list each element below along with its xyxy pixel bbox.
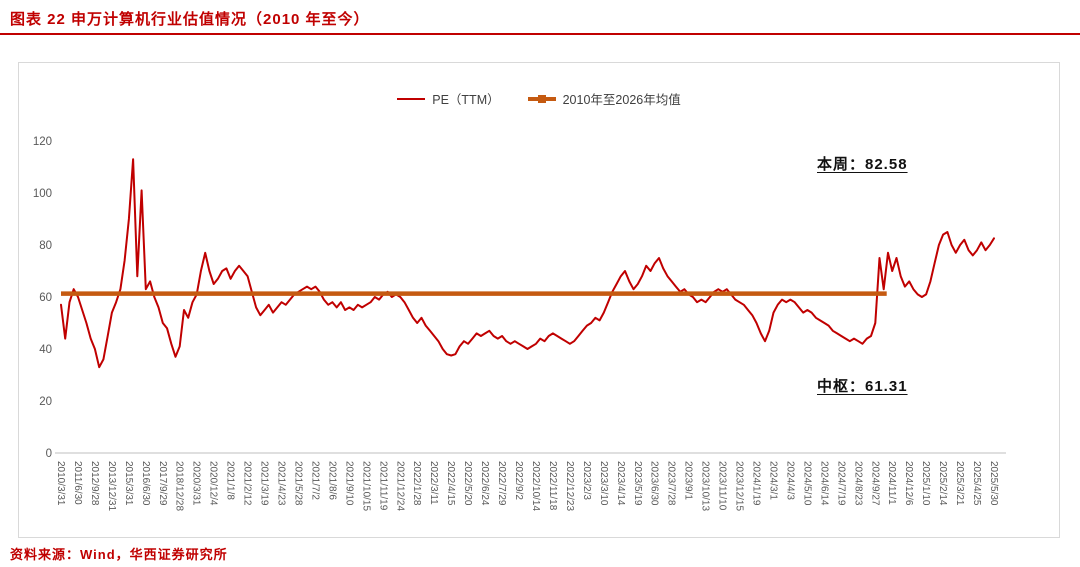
x-axis-tick-label: 2022/7/29: [496, 461, 507, 506]
x-axis-tick-label: 2015/3/31: [123, 461, 134, 506]
y-axis-tick-label: 20: [39, 396, 52, 408]
legend-item-pe: PE（TTM）: [397, 89, 500, 108]
pe-ttm-line: [60, 158, 995, 369]
x-axis-tick-label: 2021/4/23: [276, 461, 287, 506]
x-axis-tick-label: 2024/5/10: [801, 461, 812, 506]
x-axis-tick-label: 2023/6/30: [649, 461, 660, 506]
x-axis-tick-label: 2022/5/20: [462, 461, 473, 506]
x-axis-tick-label: 2024/3/1: [767, 461, 778, 500]
x-axis-tick-label: 2023/3/10: [598, 461, 609, 506]
x-axis-tick-label: 2025/1/10: [920, 461, 931, 506]
x-axis-tick-label: 2012/9/28: [89, 461, 100, 506]
chart-svg: 0 20 40 60 80 100 120 2010/3/31 2011/6/30 2012/9/…: [33, 136, 1006, 511]
x-axis-tick-label: 2021/11/19: [377, 461, 388, 511]
x-axis-tick-label: 2021/1/8: [225, 461, 236, 500]
x-axis-tick-label: 2020/3/31: [191, 461, 202, 506]
x-axis-tick-label: 2022/3/11: [428, 461, 439, 505]
y-axis-tick-label: 120: [33, 136, 52, 148]
x-axis-tick-label: 2023/2/3: [581, 461, 592, 500]
x-axis-tick-label: 2020/12/4: [208, 461, 219, 506]
x-axis-tick-label: 2024/11/1: [886, 461, 897, 505]
x-axis-tick-label: 2021/7/2: [309, 461, 320, 500]
x-axis-tick-label: 2021/8/6: [326, 461, 337, 500]
x-axis-tick-label: 2023/10/13: [700, 461, 711, 511]
x-axis-tick-label: 2022/6/24: [479, 461, 490, 506]
annotation-current-week-pe: 本周：82.58: [817, 156, 908, 173]
x-axis-tick-label: 2022/11/18: [547, 461, 558, 511]
x-axis-tick-label: 2023/5/19: [632, 461, 643, 506]
x-axis-tick-label: 2017/9/29: [157, 461, 168, 506]
chart-legend: PE（TTM） 2010年至2026年均值: [19, 89, 1059, 108]
x-axis-tick-label: 2022/1/28: [411, 461, 422, 506]
x-axis-tick-label: 2021/3/19: [259, 461, 270, 506]
x-axis-tick-label: 2022/10/14: [530, 461, 541, 511]
x-axis-tick-label: 2025/2/14: [937, 461, 948, 506]
x-axis-tick-label: 2024/6/14: [818, 461, 829, 506]
x-axis-tick-label: 2011/6/30: [72, 461, 83, 505]
title-underline-rule: [0, 33, 1080, 35]
x-axis-tick-label: 2024/12/6: [903, 461, 914, 506]
y-axis-tick-label: 0: [46, 448, 52, 460]
chart-card: 0 20 40 60 80 100 120 2010/3/31 2011/6/30 2012/9/…: [18, 62, 1060, 538]
x-axis-tick-label: 2021/9/10: [343, 461, 354, 506]
pe-line-swatch-icon: [397, 97, 426, 100]
source-note: 资料来源：Wind，华西证券研究所: [10, 547, 228, 562]
x-axis-tick-label: 2024/9/27: [869, 461, 880, 506]
legend-item-mean: 2010年至2026年均值: [527, 89, 681, 108]
x-axis-tick-label: 2024/7/19: [835, 461, 846, 506]
annotation-mean-pe: 中枢：61.31: [817, 378, 908, 395]
x-axis-tick-label: 2021/5/28: [292, 461, 303, 506]
x-axis-tick-label: 2025/5/30: [988, 461, 999, 506]
x-axis-tick-label: 2021/12/24: [394, 461, 405, 511]
x-axis-tick-label: 2024/8/23: [852, 461, 863, 506]
legend-label-pe: PE（TTM）: [432, 93, 500, 107]
x-axis-tick-label: 2023/12/15: [734, 461, 745, 511]
x-axis-tick-label: 2023/7/28: [666, 461, 677, 506]
x-axis-tick-label: 2024/4/3: [784, 461, 795, 500]
x-axis-tick-label: 2024/1/19: [751, 461, 762, 506]
x-axis-tick-label: 2022/4/15: [445, 461, 456, 506]
mean-line-swatch-icon: [527, 94, 556, 103]
y-axis-tick-label: 60: [39, 292, 52, 304]
x-axis-tick-label: 2018/12/28: [174, 461, 185, 511]
x-axis-tick-label: 2013/12/31: [106, 461, 117, 511]
x-axis-tick-label: 2016/6/30: [140, 461, 151, 506]
x-axis-tick-label: 2022/9/2: [513, 461, 524, 500]
y-axis-tick-label: 80: [39, 240, 52, 252]
y-axis-tick-label: 40: [39, 344, 52, 356]
x-axis-tick-label: 2025/3/21: [954, 461, 965, 506]
page-title: 图表 22 申万计算机行业估值情况（2010 年至今）: [10, 11, 370, 28]
legend-label-mean: 2010年至2026年均值: [562, 93, 681, 107]
x-axis-tick-label: 2023/11/10: [717, 461, 728, 511]
y-axis-tick-label: 100: [33, 188, 52, 200]
x-axis-tick-label: 2022/12/23: [564, 461, 575, 511]
x-axis-tick-label: 2010/3/31: [55, 461, 66, 506]
x-axis-tick-label: 2021/2/12: [242, 461, 253, 506]
x-axis-tick-label: 2023/9/1: [683, 461, 694, 500]
x-axis-tick-label: 2021/10/15: [360, 461, 371, 511]
x-axis-tick-label: 2023/4/14: [615, 461, 626, 506]
x-axis-tick-label: 2025/4/25: [971, 461, 982, 506]
